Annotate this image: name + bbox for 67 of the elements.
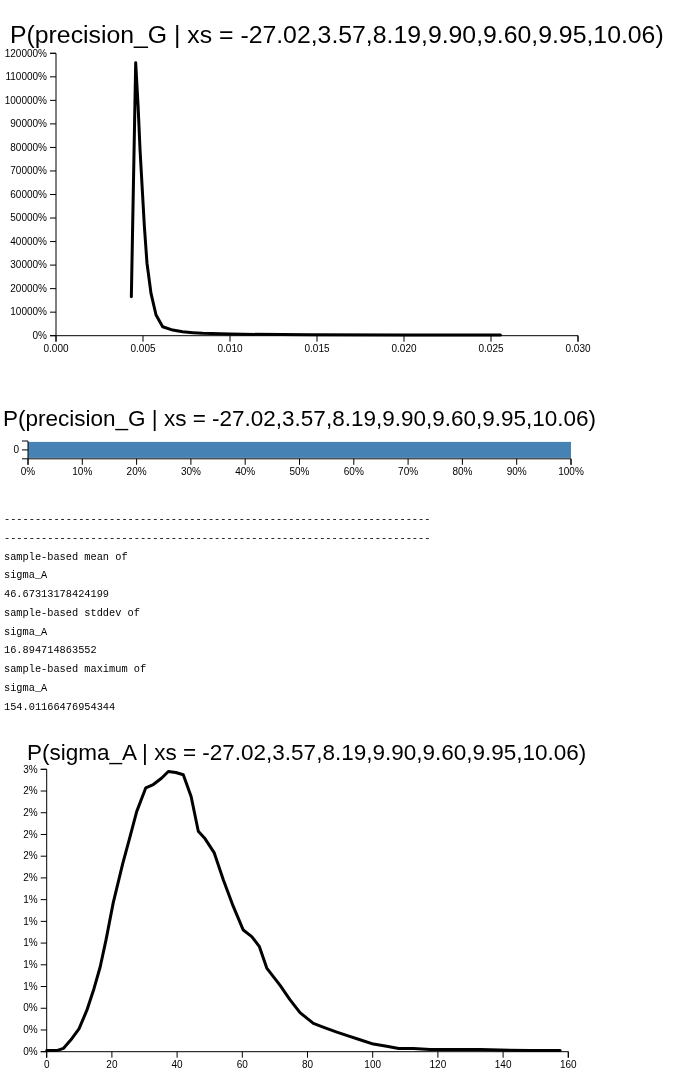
y-tick-label: 0%: [23, 1045, 38, 1057]
y-tick-label: 80000%: [10, 141, 48, 153]
x-tick-label: 70%: [398, 465, 419, 477]
y-tick-label: 120000%: [4, 47, 48, 59]
text: ---------------------------------------------------------------------: [4, 530, 431, 546]
text: 16.894714863552: [4, 643, 98, 659]
x-tick-label: 0.005: [130, 342, 156, 354]
y-tick-label: 50000%: [10, 212, 48, 224]
x-tick-label: 30%: [180, 465, 202, 477]
y-tick-label: 2%: [23, 806, 38, 818]
y-tick-label: 10000%: [10, 306, 48, 318]
y-tick-label: 2%: [23, 828, 38, 840]
x-tick-label: 60: [236, 1058, 249, 1070]
y-tick-label: 20000%: [10, 282, 48, 294]
text: sample-based stddev of: [4, 605, 141, 621]
x-tick-label: 100%: [558, 465, 584, 477]
y-tick-label: 110000%: [5, 71, 48, 83]
x-tick-label: 20%: [126, 465, 147, 477]
x-tick-label: 50%: [289, 465, 310, 477]
y-tick-label: 40000%: [10, 235, 48, 247]
x-tick-label: 80: [301, 1058, 314, 1070]
x-tick-label: 0.010: [217, 342, 243, 354]
chart-title: P(precision_G | xs = -27.02,3.57,8.19,9.90,9.60,9.95,10.06): [3, 406, 597, 431]
x-tick-label: 10%: [72, 465, 93, 477]
x-tick-label: 20: [106, 1058, 118, 1070]
y-tick-label: 0%: [23, 1024, 38, 1036]
x-tick-label: 80%: [452, 465, 473, 477]
x-tick-label: 0.015: [304, 342, 330, 354]
y-tick-label: 3%: [23, 763, 38, 775]
y-tick-label: 0%: [23, 1002, 38, 1014]
text: sigma_A: [4, 680, 49, 696]
y-tick-label: 30000%: [10, 259, 48, 271]
x-tick-label: 60%: [343, 465, 364, 477]
text: 154.01166476954344: [4, 699, 117, 715]
y-tick-label: 1%: [23, 915, 38, 927]
text: 46.67313178424199: [4, 587, 111, 602]
y-tick-label: 2%: [23, 850, 38, 862]
x-tick-label: 90%: [506, 465, 527, 477]
x-tick-label: 160: [559, 1058, 578, 1070]
x-tick-label: 0.020: [391, 342, 417, 354]
x-tick-label: 0.000: [43, 342, 69, 354]
text: sample-based maximum of: [4, 662, 148, 677]
x-tick-label: 0.025: [478, 342, 504, 354]
chart-title: P(sigma_A | xs = -27.02,3.57,8.19,9.90,9.60,9.95,10.06): [27, 740, 587, 765]
y-tick-label: 1%: [23, 893, 38, 905]
y-tick-label: 70000%: [10, 165, 48, 177]
y-tick-label: 1%: [23, 959, 38, 971]
y-tick-label: 60000%: [10, 188, 48, 200]
y-tick-label: 0%: [32, 329, 48, 341]
y-tick-label: 100000%: [4, 94, 48, 106]
x-tick-label: 100: [364, 1058, 382, 1070]
y-tick-label: 1%: [23, 980, 38, 992]
text: sample-based mean of: [4, 549, 129, 565]
x-tick-label: 120: [429, 1058, 447, 1070]
text: sigma_A: [4, 568, 49, 584]
text: ---------------------------------------------------------------------: [4, 512, 431, 527]
y-tick-label: 2%: [23, 785, 38, 797]
y-tick-label: 2%: [23, 872, 38, 884]
x-tick-label: 140: [494, 1058, 512, 1070]
x-tick-label: 0.030: [565, 342, 591, 354]
x-tick-label: 40: [171, 1058, 184, 1070]
chart-title: P(precision_G | xs = -27.02,3.57,8.19,9.90,9.60,9.95,10.06): [10, 21, 664, 48]
x-tick-label: 40%: [235, 465, 256, 477]
y-tick-label: 90000%: [10, 118, 48, 130]
text: sigma_A: [4, 624, 49, 640]
y-tick-label: 1%: [23, 937, 38, 949]
y-tick-label: 0: [13, 444, 20, 456]
